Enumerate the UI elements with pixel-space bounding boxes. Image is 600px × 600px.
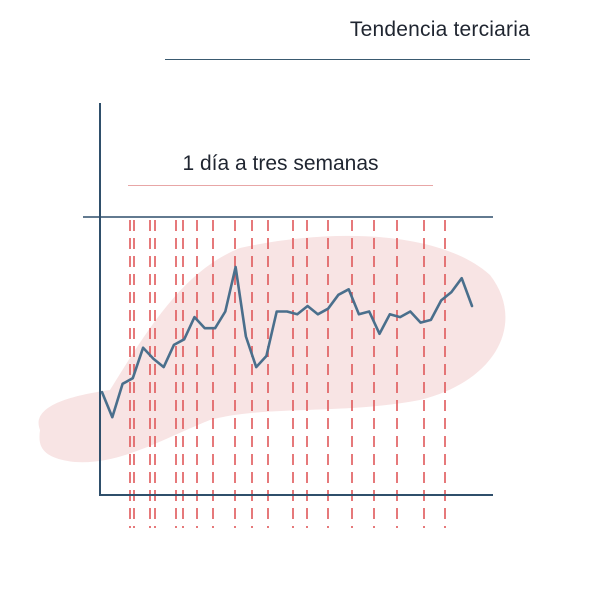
title-underline [165, 59, 530, 60]
dashed-markers [129, 220, 446, 528]
title: Tendencia terciaria [349, 18, 530, 41]
subtitle: 1 día a tres semanas [182, 152, 379, 175]
subtitle-underline [128, 185, 433, 186]
trend-line [100, 265, 474, 419]
background-blob [38, 235, 506, 463]
